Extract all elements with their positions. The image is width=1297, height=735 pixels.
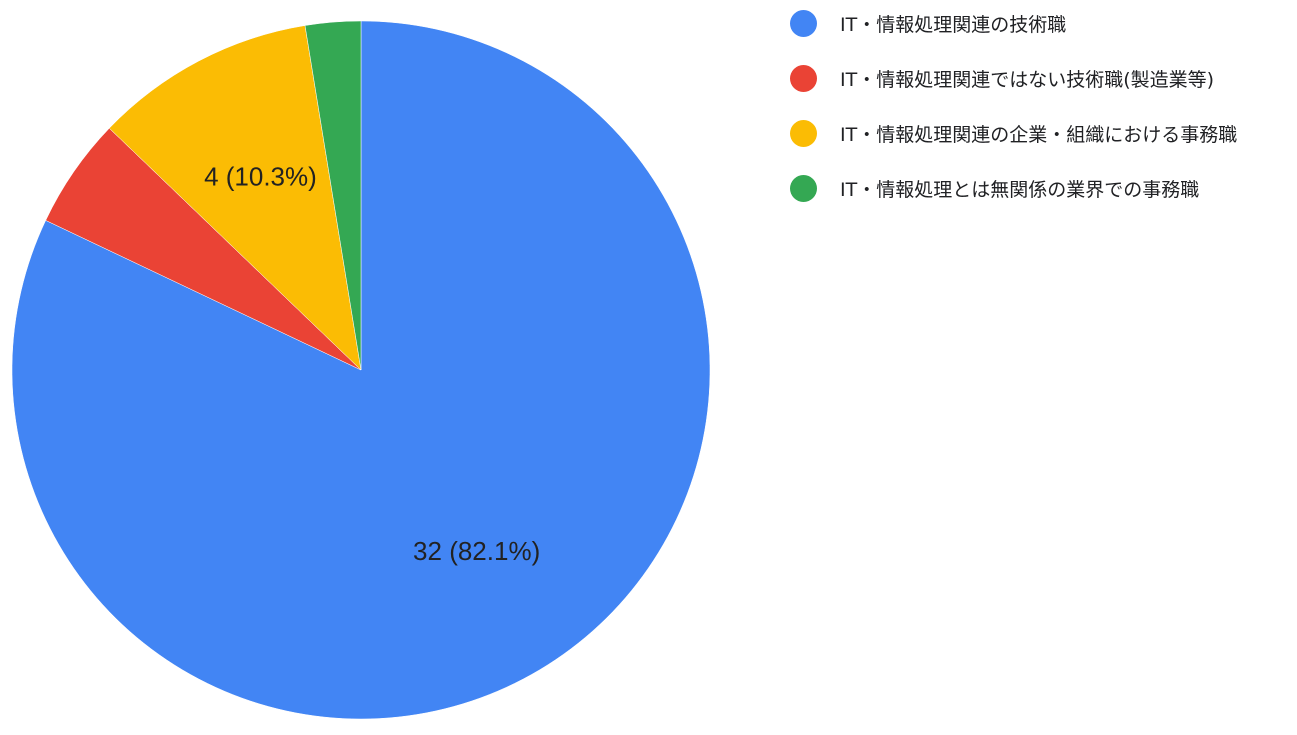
legend-item-it-technical[interactable]: IT・情報処理関連の技術職	[790, 8, 1237, 38]
slice-it-office[interactable]	[108, 25, 362, 371]
legend-swatch-icon	[790, 174, 817, 202]
slice-it-technical[interactable]	[11, 20, 711, 720]
legend: IT・情報処理関連の技術職 IT・情報処理関連ではない技術職(製造業等) IT・…	[790, 8, 1237, 228]
legend-item-unrelated-office[interactable]: IT・情報処理とは無関係の業界での事務職	[790, 173, 1237, 203]
slice-data-label: 4 (10.3%)	[204, 161, 317, 191]
slice-unrelated-office[interactable]	[304, 20, 362, 371]
legend-label: IT・情報処理関連の企業・組織における事務職	[840, 123, 1238, 146]
legend-item-non-it-technical[interactable]: IT・情報処理関連ではない技術職(製造業等)	[790, 63, 1237, 93]
slice-labels: 32 (82.1%) 4 (10.3%)	[204, 161, 540, 565]
pie-slices	[11, 20, 711, 720]
legend-swatch-icon	[790, 119, 817, 147]
legend-swatch-icon	[790, 9, 817, 37]
legend-label: IT・情報処理とは無関係の業界での事務職	[840, 178, 1200, 201]
legend-label: IT・情報処理関連の技術職	[840, 13, 1067, 36]
legend-swatch-icon	[790, 64, 817, 92]
slice-data-label: 32 (82.1%)	[413, 536, 540, 566]
legend-item-it-office[interactable]: IT・情報処理関連の企業・組織における事務職	[790, 118, 1237, 148]
legend-label: IT・情報処理関連ではない技術職(製造業等)	[840, 68, 1215, 91]
